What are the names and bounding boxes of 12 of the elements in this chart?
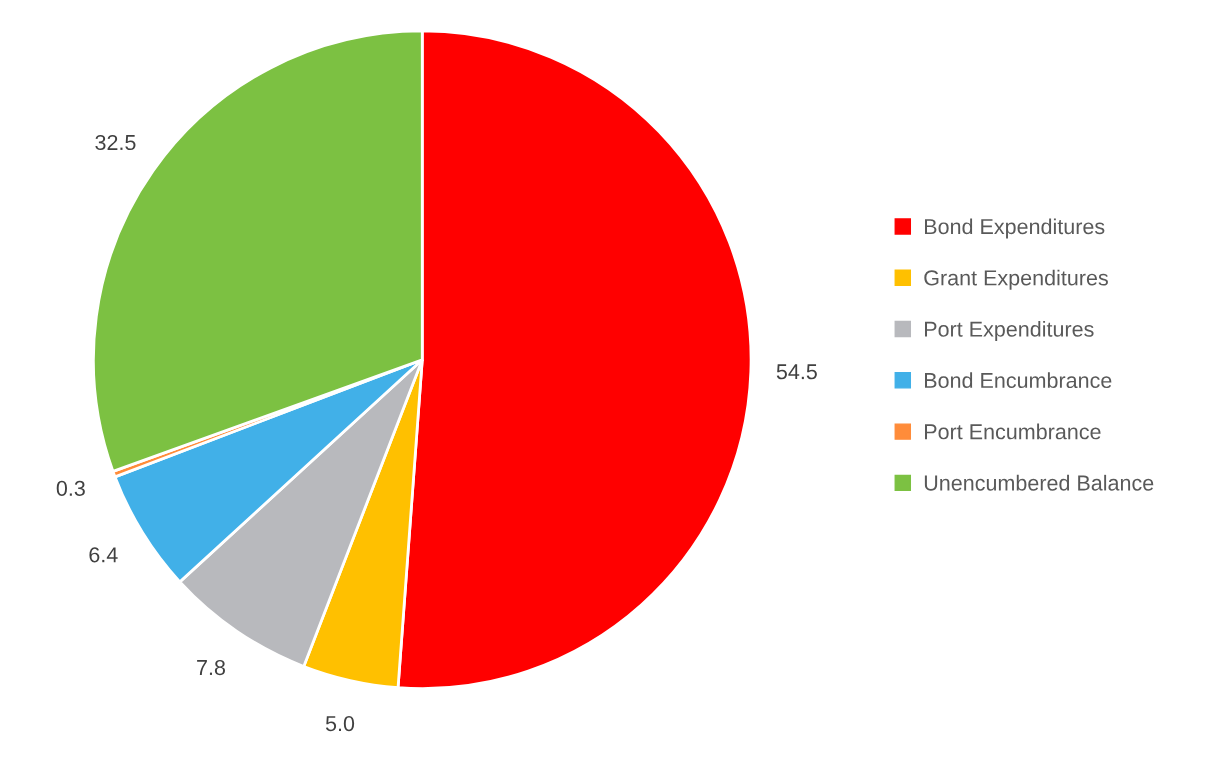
data-label: 6.4 [89, 547, 118, 563]
data-label: 7.8 [197, 659, 225, 676]
legend-label: Port Encumbrance [925, 423, 1101, 440]
data-label: 5.0 [325, 715, 355, 732]
data-label: 0.3 [56, 480, 85, 496]
legend-label: Bond Encumbrance [925, 372, 1112, 389]
data-label: 32.5 [95, 134, 136, 151]
legend-label: Unencumbered Balance [924, 474, 1154, 491]
data-label: 54.5 [776, 364, 817, 380]
legend-label: Grant Expenditures [924, 269, 1108, 290]
legend-label: Port Expenditures [925, 320, 1094, 342]
legend-label: Bond Expenditures [925, 218, 1105, 239]
